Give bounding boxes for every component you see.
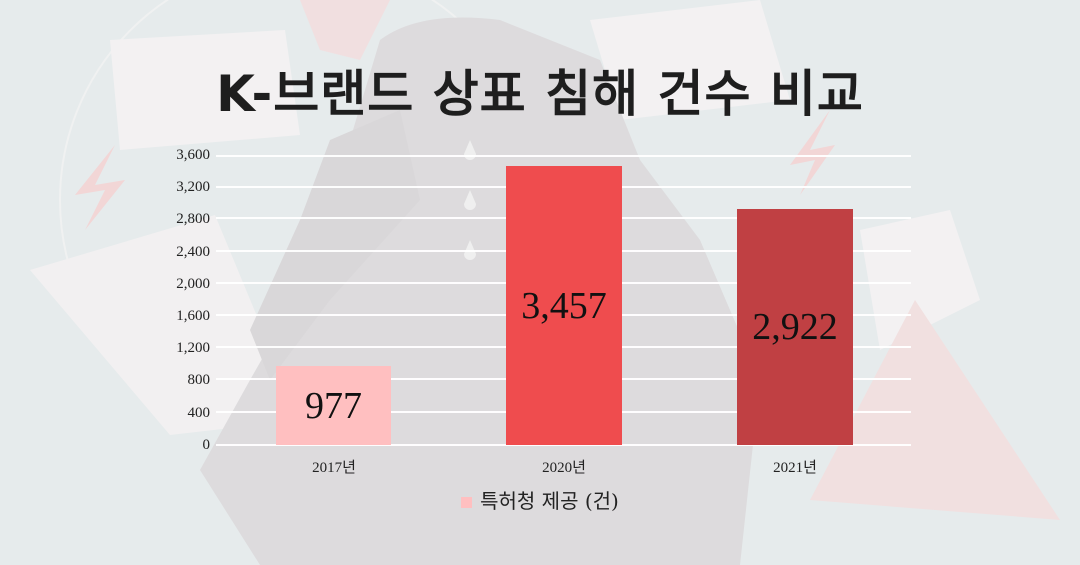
legend-label: 특허청 제공 (건) (480, 489, 619, 513)
y-tick-label: 1,600 (176, 308, 210, 324)
gridline (216, 155, 911, 157)
y-tick-label: 3,600 (176, 147, 210, 163)
y-tick-label: 3,200 (176, 179, 210, 195)
x-tick-label: 2020년 (542, 460, 586, 476)
chart-title: K-브랜드 상표 침해 건수 비교 (216, 65, 864, 123)
x-tick-label: 2021년 (773, 460, 817, 476)
bar-value-label: 977 (305, 384, 362, 427)
y-tick-label: 1,200 (176, 340, 210, 356)
y-tick-label: 800 (187, 372, 211, 388)
x-tick-label: 2017년 (312, 460, 356, 476)
bar-2021[interactable]: 2,922 (737, 209, 853, 445)
y-tick-label: 0 (202, 437, 211, 453)
gridline-baseline (216, 444, 911, 446)
legend: 특허청 제공 (건) (0, 485, 1080, 514)
plot-area: 977 3,457 2,922 (216, 155, 911, 446)
bar-2017[interactable]: 977 (276, 366, 391, 445)
y-tick-label: 2,400 (176, 244, 210, 260)
y-tick-label: 2,800 (176, 211, 210, 227)
bar-2020[interactable]: 3,457 (506, 166, 622, 445)
legend-swatch (461, 497, 473, 508)
bar-value-label: 2,922 (752, 306, 838, 348)
y-tick-label: 2,000 (176, 276, 210, 292)
bar-value-label: 3,457 (521, 284, 607, 327)
y-tick-label: 400 (187, 405, 211, 421)
